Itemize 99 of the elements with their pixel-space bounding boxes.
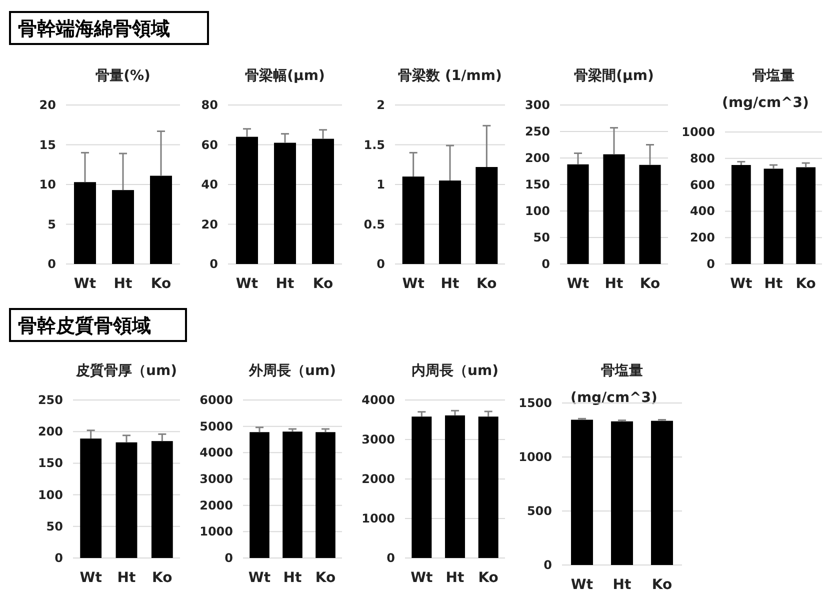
chart-subtitle: (mg/cm^3) bbox=[570, 390, 658, 406]
bar bbox=[74, 182, 96, 264]
y-tick-label: 500 bbox=[526, 504, 552, 518]
y-tick-label: 100 bbox=[524, 204, 550, 218]
y-tick-label: 0 bbox=[706, 257, 715, 271]
y-tick-label: 15 bbox=[39, 138, 56, 152]
y-tick-label: 40 bbox=[201, 178, 218, 192]
x-tick-label: Ko bbox=[152, 570, 173, 586]
x-tick-label: Wt bbox=[730, 276, 753, 292]
x-tick-label: Ht bbox=[440, 276, 460, 292]
y-tick-label: 1000 bbox=[518, 450, 552, 464]
x-tick-label: Ht bbox=[612, 577, 632, 591]
y-tick-label: 1500 bbox=[518, 396, 552, 410]
y-tick-label: 80 bbox=[201, 98, 218, 112]
chart-title: 内周長（um) bbox=[412, 363, 498, 379]
x-tick-label: Ht bbox=[764, 276, 784, 292]
chart-title: 皮質骨厚（um) bbox=[75, 362, 177, 379]
bar bbox=[639, 164, 661, 264]
x-tick-label: Wt bbox=[248, 570, 271, 586]
y-tick-label: 800 bbox=[690, 151, 715, 166]
bar bbox=[439, 180, 461, 264]
y-tick-label: 2000 bbox=[362, 472, 395, 486]
y-tick-label: 0 bbox=[48, 257, 56, 271]
chart-title: 骨塩量 bbox=[752, 68, 794, 84]
y-tick-label: 0 bbox=[54, 551, 63, 565]
chart-title: 骨梁幅(μm) bbox=[245, 67, 325, 84]
y-tick-label: 6000 bbox=[200, 393, 233, 407]
x-tick-label: Ko bbox=[640, 276, 660, 292]
x-tick-label: Wt bbox=[566, 276, 590, 292]
x-tick-label: Ko bbox=[312, 276, 334, 292]
text: 骨幹端海綿骨領域 bbox=[18, 18, 170, 40]
x-tick-label: Wt bbox=[410, 570, 434, 586]
y-tick-label: 250 bbox=[38, 393, 63, 407]
bar bbox=[476, 167, 498, 264]
x-tick-label: Wt bbox=[402, 276, 425, 292]
chart-subtitle: (mg/cm^3) bbox=[722, 95, 809, 111]
y-tick-label: 2000 bbox=[200, 498, 233, 512]
y-tick-label: 400 bbox=[690, 204, 715, 218]
x-tick-label: Wt bbox=[570, 577, 594, 591]
x-tick-label: Ko bbox=[150, 276, 172, 292]
y-tick-label: 0 bbox=[224, 551, 233, 565]
y-tick-label: 0 bbox=[386, 551, 395, 565]
y-tick-label: 0 bbox=[544, 558, 552, 572]
bar bbox=[567, 164, 589, 264]
chart-title: 骨量(%) bbox=[96, 68, 150, 84]
y-tick-label: 20 bbox=[201, 217, 218, 232]
bar bbox=[603, 154, 625, 264]
y-tick-label: 5000 bbox=[200, 419, 233, 434]
y-tick-label: 4000 bbox=[362, 393, 395, 407]
x-tick-label: Ht bbox=[446, 570, 465, 586]
y-tick-label: 10 bbox=[39, 178, 56, 192]
y-tick-label: 0.5 bbox=[364, 217, 385, 232]
y-tick-label: 200 bbox=[524, 151, 550, 165]
chart-title: 骨梁間(μm) bbox=[574, 67, 654, 84]
y-tick-label: 200 bbox=[690, 230, 715, 245]
bar bbox=[150, 176, 172, 264]
y-tick-label: 150 bbox=[38, 456, 63, 470]
y-tick-label: 0 bbox=[210, 257, 218, 271]
x-tick-label: Ht bbox=[117, 570, 136, 586]
y-tick-label: 20 bbox=[39, 98, 56, 112]
chart-title: 外周長（um) bbox=[248, 363, 336, 379]
x-tick-label: Ht bbox=[283, 570, 302, 586]
x-tick-label: Ko bbox=[315, 570, 336, 586]
y-tick-label: 250 bbox=[524, 124, 550, 138]
y-tick-label: 1000 bbox=[682, 125, 715, 139]
y-tick-label: 60 bbox=[201, 138, 218, 152]
y-tick-label: 2 bbox=[376, 98, 385, 112]
x-tick-label: Ko bbox=[478, 570, 499, 586]
y-tick-label: 3000 bbox=[362, 432, 395, 446]
y-tick-label: 1000 bbox=[200, 524, 233, 539]
chart-title: 骨塩量 bbox=[601, 363, 643, 379]
x-tick-label: Wt bbox=[74, 276, 96, 292]
text: 骨幹皮質骨領域 bbox=[18, 315, 151, 337]
y-tick-label: 200 bbox=[38, 424, 63, 439]
x-tick-label: Ht bbox=[276, 276, 295, 292]
x-tick-label: Ko bbox=[796, 276, 816, 292]
bar bbox=[112, 190, 134, 264]
y-tick-label: 0 bbox=[542, 257, 550, 271]
y-tick-label: 4000 bbox=[200, 446, 233, 460]
chart-title: 骨梁数 (1/mm) bbox=[398, 67, 502, 84]
y-tick-label: 150 bbox=[524, 178, 550, 192]
y-tick-label: 5 bbox=[48, 217, 56, 232]
x-tick-label: Wt bbox=[80, 570, 102, 586]
bar bbox=[402, 176, 424, 264]
y-tick-label: 300 bbox=[524, 98, 550, 112]
y-tick-label: 1.5 bbox=[364, 138, 385, 152]
y-tick-label: 0 bbox=[376, 257, 385, 271]
y-tick-label: 1 bbox=[376, 178, 385, 192]
y-tick-label: 1000 bbox=[362, 512, 395, 526]
x-tick-label: Ht bbox=[114, 276, 133, 292]
x-tick-label: Ht bbox=[604, 276, 624, 292]
x-tick-label: Ko bbox=[476, 276, 498, 292]
y-tick-label: 50 bbox=[46, 519, 63, 534]
y-tick-label: 100 bbox=[38, 488, 63, 502]
x-tick-label: Ko bbox=[652, 577, 672, 591]
y-tick-label: 3000 bbox=[200, 472, 233, 486]
x-tick-label: Wt bbox=[236, 276, 258, 292]
y-tick-label: 50 bbox=[533, 230, 550, 244]
y-tick-label: 600 bbox=[690, 178, 715, 192]
